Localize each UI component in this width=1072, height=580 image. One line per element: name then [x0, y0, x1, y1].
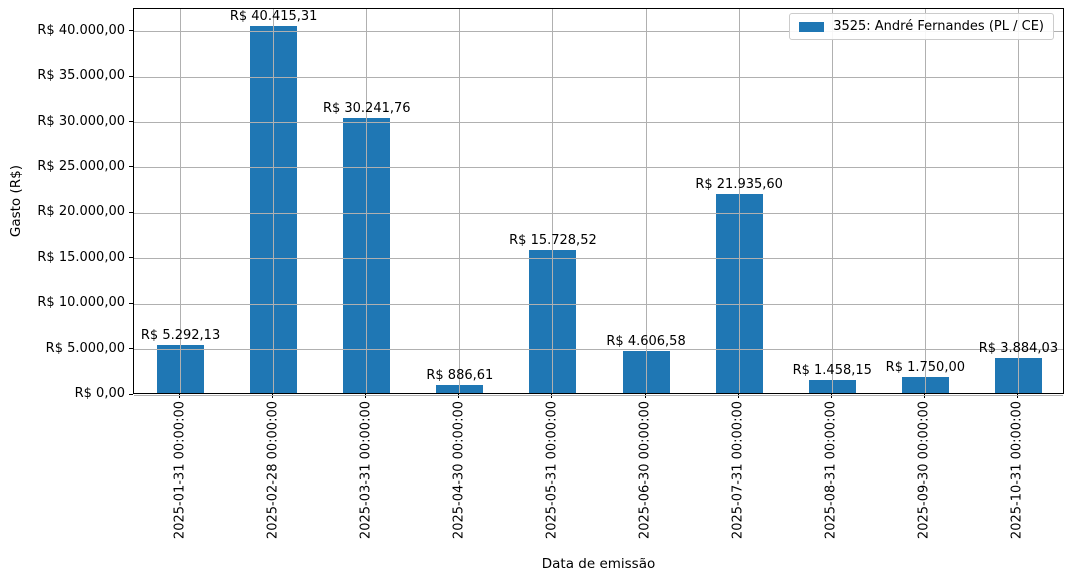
y-tick-label: R$ 30.000,00: [37, 113, 125, 129]
y-tick-label: R$ 0,00: [74, 386, 125, 401]
x-tick-mark: [551, 394, 553, 398]
gridline-vertical: [738, 9, 740, 393]
bar-value-label: R$ 1.458,15: [792, 362, 872, 378]
x-tick-mark: [737, 394, 739, 398]
gridline-horizontal: [134, 349, 1063, 351]
y-tick-mark: [129, 75, 133, 77]
x-tick-mark: [923, 394, 925, 398]
bar-value-label: R$ 4.606,58: [606, 334, 686, 350]
bar-value-label: R$ 21.935,60: [695, 176, 783, 192]
bar-value-label: R$ 886,61: [426, 367, 494, 383]
bar-value-label: R$ 30.241,76: [322, 101, 411, 117]
legend-label: 3525: André Fernandes (PL / CE): [833, 19, 1044, 34]
gridline-horizontal: [134, 167, 1063, 169]
bar-value-label: R$ 40.415,31: [229, 8, 318, 24]
x-tick-label: 2025-04-30 00:00:00: [451, 401, 467, 540]
gridline-horizontal: [134, 76, 1063, 78]
y-tick-label: R$ 35.000,00: [37, 68, 125, 84]
y-tick-label: R$ 5.000,00: [45, 340, 125, 356]
gridline-vertical: [366, 9, 368, 393]
gridline-horizontal: [134, 122, 1063, 124]
gridline-horizontal: [134, 212, 1063, 214]
x-tick-mark: [365, 394, 367, 398]
bar-value-label: R$ 15.728,52: [509, 233, 597, 249]
bar-value-label: R$ 3.884,03: [978, 340, 1059, 356]
gridline-horizontal: [134, 303, 1063, 305]
y-tick-mark: [129, 30, 133, 32]
y-tick-label: R$ 40.000,00: [37, 22, 125, 38]
gridline-vertical: [552, 9, 554, 393]
x-tick-label: 2025-06-30 00:00:00: [637, 401, 653, 540]
y-tick-mark: [129, 166, 133, 168]
gridline-vertical: [924, 9, 926, 393]
x-tick-mark: [830, 394, 832, 398]
grid-layer: [134, 9, 1063, 396]
gridline-vertical: [831, 9, 833, 393]
x-tick-mark: [1016, 394, 1018, 398]
y-tick-label: R$ 10.000,00: [37, 295, 125, 311]
legend: 3525: André Fernandes (PL / CE): [789, 13, 1054, 40]
y-tick-mark: [129, 121, 133, 123]
x-tick-label: 2025-01-31 00:00:00: [172, 401, 188, 540]
x-tick-label: 2025-10-31 00:00:00: [1009, 401, 1025, 540]
bar-label-layer: R$ 5.292,13 R$ 40.415,31 R$ 30.241,76 R$ 88…: [134, 9, 1063, 393]
x-tick-mark: [644, 394, 646, 398]
gridline-horizontal: [134, 394, 1063, 396]
x-tick-label: 2025-07-31 00:00:00: [730, 401, 746, 540]
x-tick-label: 2025-09-30 00:00:00: [916, 401, 932, 540]
x-tick-label: 2025-03-31 00:00:00: [358, 401, 374, 540]
x-tick-mark: [272, 394, 274, 398]
y-tick-mark: [129, 348, 133, 350]
gridline-horizontal: [134, 258, 1063, 260]
y-tick-label: R$ 20.000,00: [37, 204, 125, 220]
gridline-vertical: [459, 9, 461, 393]
y-axis-title: Gasto (R$): [8, 164, 24, 238]
x-tick-label: 2025-08-31 00:00:00: [823, 401, 839, 540]
x-tick-label: 2025-02-28 00:00:00: [265, 401, 281, 540]
y-tick-label: R$ 25.000,00: [37, 158, 125, 174]
x-tick-mark: [179, 394, 181, 398]
bar-value-label: R$ 1.750,00: [885, 360, 966, 376]
y-tick-mark: [129, 257, 133, 259]
bar-value-label: R$ 5.292,13: [140, 327, 221, 343]
x-tick-label: 2025-05-31 00:00:00: [544, 401, 560, 540]
y-tick-mark: [129, 211, 133, 213]
plot-area: R$ 5.292,13 R$ 40.415,31 R$ 30.241,76 R$ 88…: [133, 8, 1064, 396]
x-tick-mark: [458, 394, 460, 398]
gridline-vertical: [1017, 9, 1019, 393]
y-tick-mark: [129, 393, 133, 395]
legend-swatch: [799, 21, 825, 32]
gridline-horizontal: [134, 31, 1063, 33]
y-tick-label: R$ 15.000,00: [37, 249, 125, 265]
y-tick-mark: [129, 302, 133, 304]
gridline-vertical: [645, 9, 647, 393]
x-axis-title: Data de emissão: [541, 556, 656, 572]
gridline-vertical: [273, 9, 275, 393]
gridline-vertical: [180, 9, 182, 393]
